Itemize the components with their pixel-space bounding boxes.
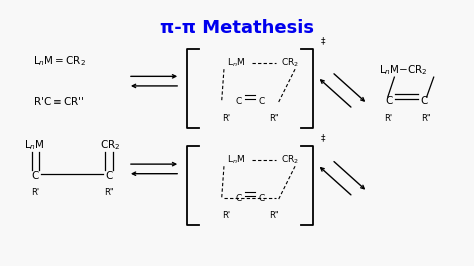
Text: C: C xyxy=(420,96,428,106)
Text: CR$_2$: CR$_2$ xyxy=(281,56,299,69)
Text: R'C$\equiv$CR'': R'C$\equiv$CR'' xyxy=(33,95,84,107)
Text: C: C xyxy=(32,171,39,181)
Text: C: C xyxy=(259,97,265,106)
Text: R': R' xyxy=(383,114,392,123)
Text: R': R' xyxy=(31,188,40,197)
Text: C: C xyxy=(259,194,265,203)
Text: R': R' xyxy=(222,114,230,123)
Text: π-π Metathesis: π-π Metathesis xyxy=(160,19,314,37)
Text: CR$_2$: CR$_2$ xyxy=(281,153,299,166)
Text: R": R" xyxy=(104,188,114,197)
Text: L$_n$M: L$_n$M xyxy=(227,153,246,166)
Text: $\ddagger$: $\ddagger$ xyxy=(320,132,326,144)
Text: R': R' xyxy=(222,211,230,220)
Text: R": R" xyxy=(269,114,279,123)
Text: C: C xyxy=(385,96,392,106)
Text: R": R" xyxy=(421,114,430,123)
Text: L$_n$M$-$CR$_2$: L$_n$M$-$CR$_2$ xyxy=(379,64,428,77)
Text: R": R" xyxy=(269,211,279,220)
Text: L$_n$M: L$_n$M xyxy=(227,56,246,69)
Text: C: C xyxy=(235,194,241,203)
Text: C: C xyxy=(105,171,113,181)
Text: C: C xyxy=(235,97,241,106)
Text: $\ddagger$: $\ddagger$ xyxy=(320,35,326,47)
Text: L$_n$M$=$CR$_2$: L$_n$M$=$CR$_2$ xyxy=(33,54,86,68)
Text: L$_n$M: L$_n$M xyxy=(24,138,45,152)
Text: CR$_2$: CR$_2$ xyxy=(100,138,120,152)
